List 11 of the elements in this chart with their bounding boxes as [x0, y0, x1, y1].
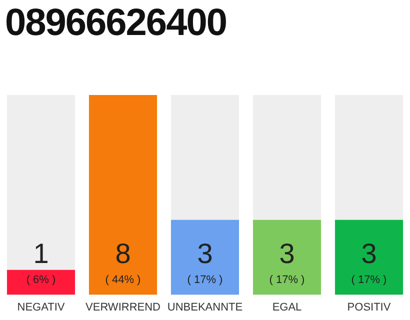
x-tick-label: EGAL: [272, 301, 302, 314]
data-label: 1 ( 6% ): [26, 238, 56, 286]
data-label: 3 ( 17% ): [187, 238, 223, 286]
x-tick-label: NEGATIV: [17, 301, 66, 314]
data-label: 3 ( 17% ): [351, 238, 387, 286]
x-tick-label: UNBEKANNTE: [167, 301, 243, 314]
data-label: 8 ( 44% ): [105, 238, 141, 286]
x-tick-label: VERWIRREND: [86, 301, 161, 314]
x-tick-label: POSITIV: [347, 301, 392, 314]
data-label: 3 ( 17% ): [269, 238, 305, 286]
chart-title: 08966626400: [5, 1, 226, 46]
